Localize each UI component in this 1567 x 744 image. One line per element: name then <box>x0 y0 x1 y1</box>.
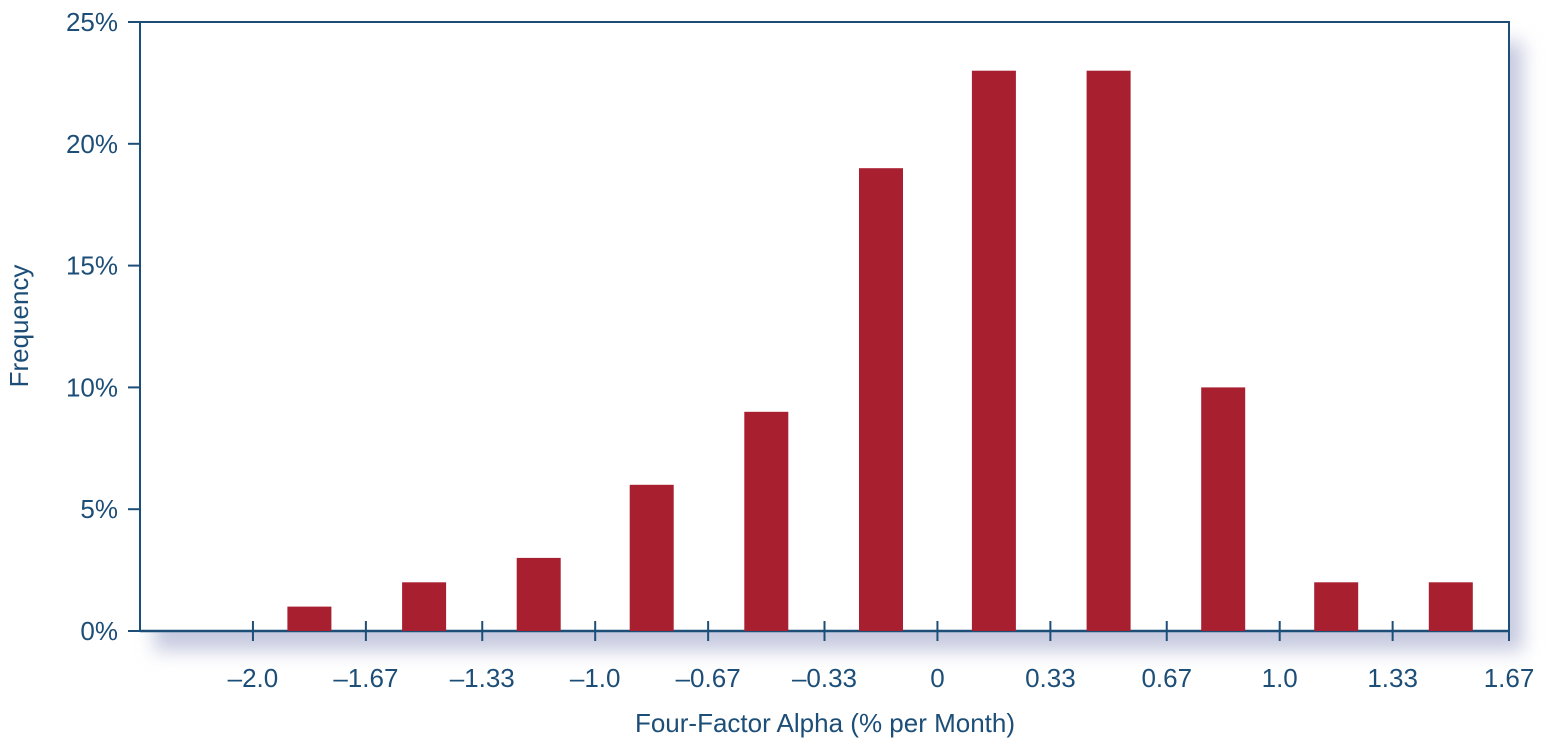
histogram-bar-8 <box>1201 387 1246 631</box>
x-tick-label-6: 0 <box>930 663 944 693</box>
y-tick-label-0: 0% <box>80 616 118 646</box>
x-tick-label-1: –1.67 <box>333 663 398 693</box>
x-tick-label-7: 0.33 <box>1025 663 1076 693</box>
histogram-bar-1 <box>402 582 447 631</box>
y-tick-label-4: 20% <box>66 129 118 159</box>
x-tick-label-2: –1.33 <box>450 663 515 693</box>
histogram-bar-2 <box>516 557 561 631</box>
histogram-bar-10 <box>1428 582 1473 631</box>
x-tick-label-9: 1.0 <box>1262 663 1298 693</box>
y-tick-label-5: 25% <box>66 7 118 37</box>
histogram-bar-4 <box>744 411 789 631</box>
x-axis-title: Four-Factor Alpha (% per Month) <box>635 708 1015 738</box>
y-axis-title: Frequency <box>4 265 34 388</box>
x-tick-label-4: –0.67 <box>676 663 741 693</box>
x-tick-label-8: 0.67 <box>1141 663 1192 693</box>
x-tick-label-3: –1.0 <box>570 663 621 693</box>
x-tick-label-5: –0.33 <box>792 663 857 693</box>
histogram-bar-7 <box>1086 70 1131 631</box>
y-tick-label-3: 15% <box>66 251 118 281</box>
x-tick-label-0: –2.0 <box>228 663 279 693</box>
plot-frame <box>139 21 1510 632</box>
histogram-bar-5 <box>859 168 903 631</box>
histogram-bar-9 <box>1314 582 1359 631</box>
histogram-bar-3 <box>629 484 674 631</box>
y-tick-label-2: 10% <box>66 372 118 402</box>
histogram-bar-0 <box>287 606 332 631</box>
x-tick-label-11: 1.67 <box>1484 663 1535 693</box>
y-tick-label-1: 5% <box>80 494 118 524</box>
histogram-bar-6 <box>971 70 1016 631</box>
x-tick-label-10: 1.33 <box>1367 663 1418 693</box>
